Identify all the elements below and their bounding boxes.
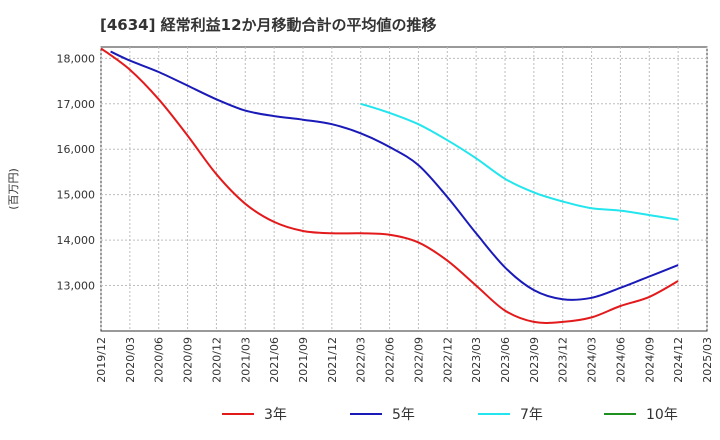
x-tick-label: 2020/12 bbox=[210, 337, 223, 383]
y-tick-label: 18,000 bbox=[57, 52, 96, 65]
x-tick-label: 2023/12 bbox=[557, 337, 570, 383]
x-tick-label: 2024/03 bbox=[586, 337, 599, 383]
x-tick-label: 2025/03 bbox=[701, 337, 714, 383]
x-tick-label: 2022/03 bbox=[355, 337, 368, 383]
legend-label: 3年 bbox=[264, 407, 287, 423]
legend-label: 5年 bbox=[392, 407, 415, 423]
x-tick-label: 2022/09 bbox=[412, 337, 425, 383]
x-tick-label: 2021/12 bbox=[326, 337, 339, 383]
x-axis-ticks: 2019/12 2020/03 2020/06 2020/09 2020/12 2021/… bbox=[95, 337, 714, 383]
x-tick-label: 2019/12 bbox=[95, 337, 108, 383]
x-tick-label: 2023/03 bbox=[470, 337, 483, 383]
legend-label: 10年 bbox=[646, 407, 678, 423]
chart-title: [4634] 経常利益12か月移動合計の平均値の推移 bbox=[100, 16, 437, 34]
grid bbox=[100, 47, 708, 331]
x-tick-label: 2024/06 bbox=[614, 337, 627, 383]
y-axis-ticks: 13,000 14,000 15,000 16,000 17,000 18,000 bbox=[57, 52, 96, 292]
x-tick-label: 2022/06 bbox=[384, 337, 397, 383]
series-line-3年 bbox=[100, 47, 679, 324]
y-axis-label: (百万円) bbox=[7, 168, 20, 210]
y-tick-label: 17,000 bbox=[57, 98, 96, 111]
series-lines bbox=[100, 47, 679, 324]
x-tick-label: 2024/12 bbox=[672, 337, 685, 383]
y-tick-label: 16,000 bbox=[57, 143, 96, 156]
x-tick-label: 2020/03 bbox=[124, 337, 137, 383]
legend: 3年 5年 7年 10年 bbox=[222, 407, 678, 423]
x-tick-label: 2023/06 bbox=[499, 337, 512, 383]
y-tick-label: 14,000 bbox=[57, 234, 96, 247]
legend-label: 7年 bbox=[520, 407, 543, 423]
y-tick-label: 15,000 bbox=[57, 189, 96, 202]
x-tick-label: 2024/09 bbox=[643, 337, 656, 383]
x-tick-label: 2023/09 bbox=[528, 337, 541, 383]
x-tick-label: 2020/09 bbox=[182, 337, 195, 383]
x-tick-label: 2021/03 bbox=[239, 337, 252, 383]
x-tick-label: 2021/09 bbox=[297, 337, 310, 383]
x-tick-label: 2021/06 bbox=[268, 337, 281, 383]
plot-area bbox=[100, 46, 708, 332]
series-line-7年 bbox=[360, 102, 679, 221]
series-line-5年 bbox=[110, 50, 679, 301]
x-tick-label: 2022/12 bbox=[441, 337, 454, 383]
y-tick-label: 13,000 bbox=[57, 280, 96, 293]
x-tick-label: 2020/06 bbox=[153, 337, 166, 383]
